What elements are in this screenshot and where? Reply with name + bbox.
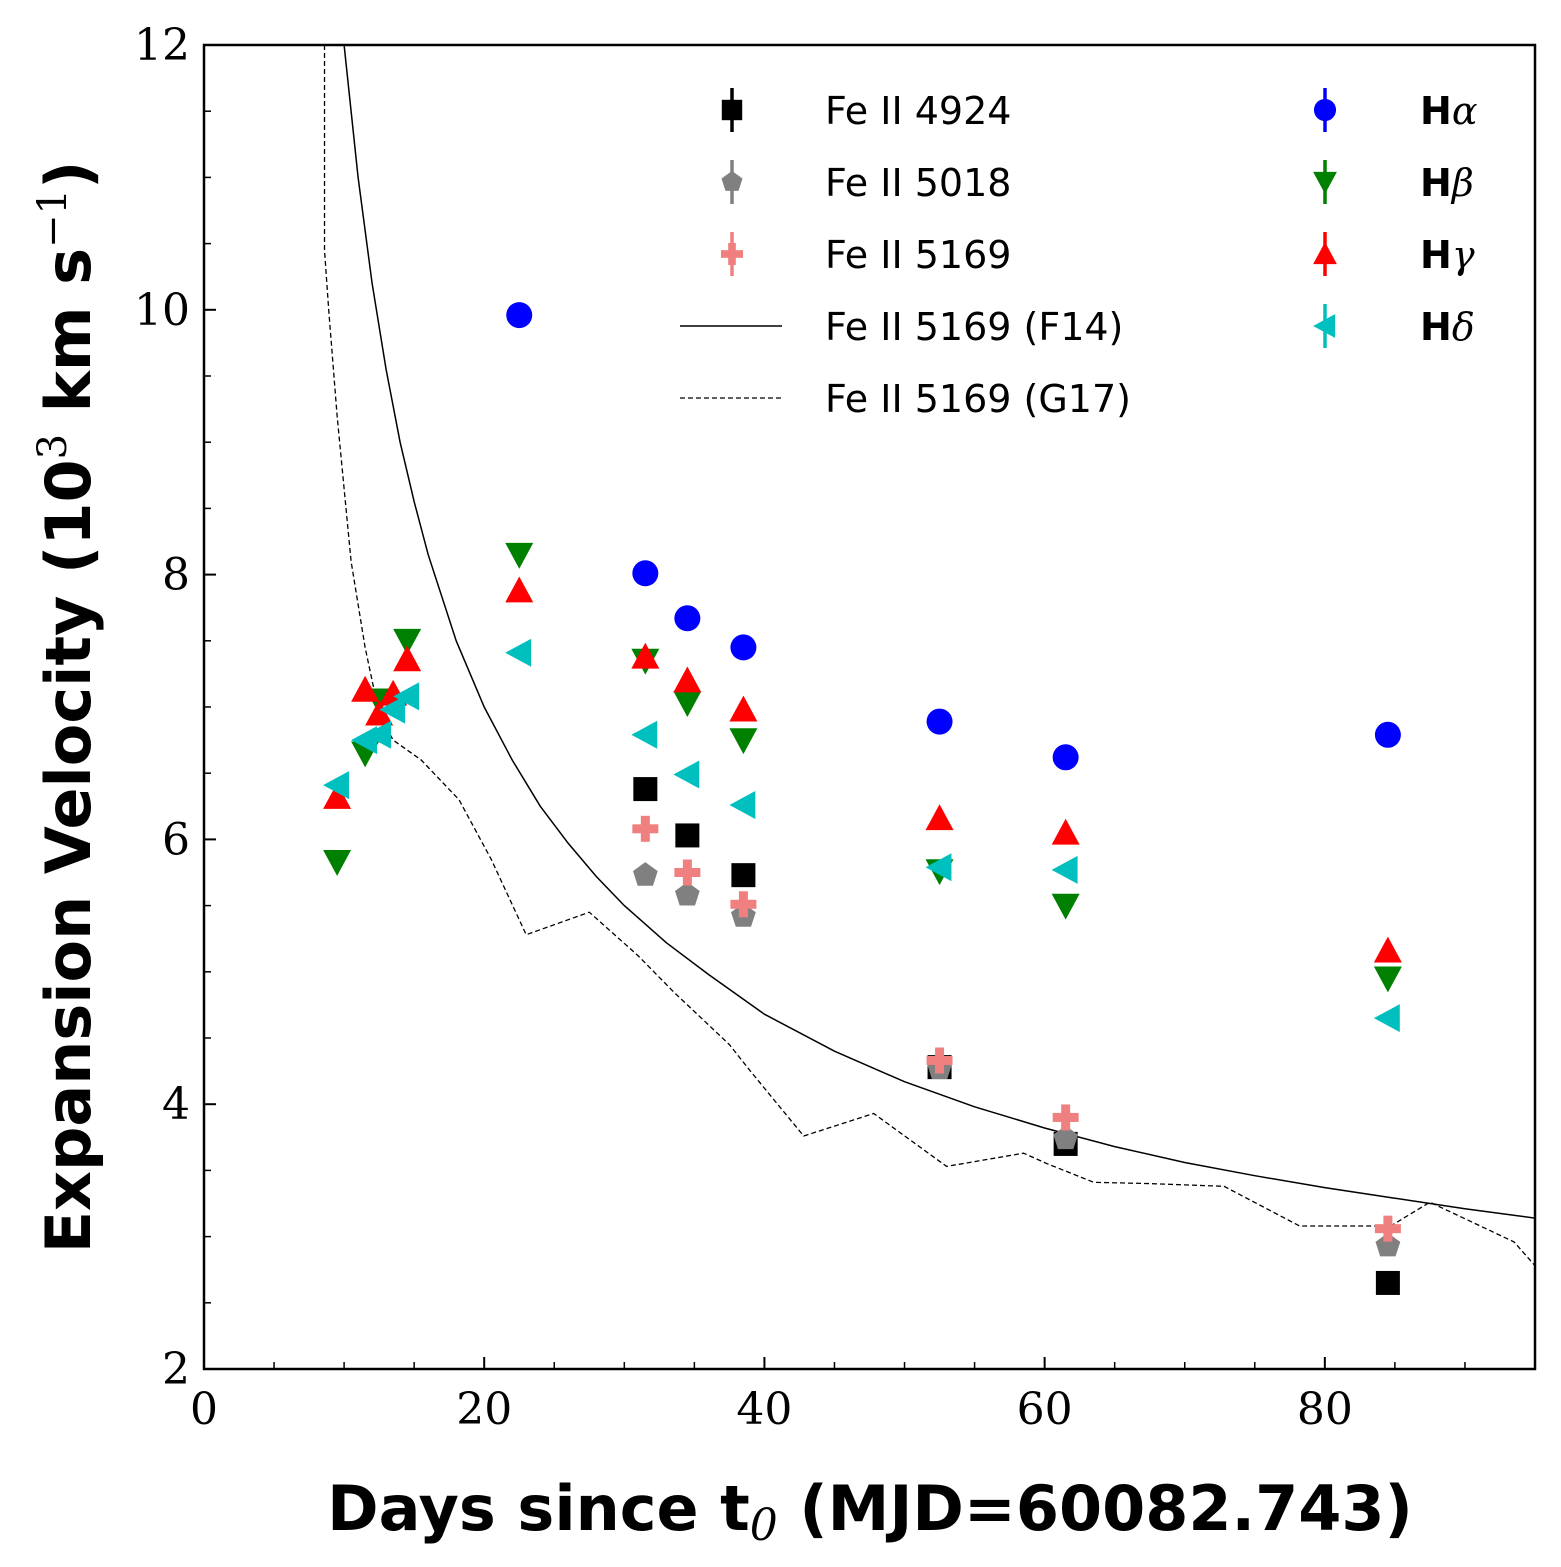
data-markers [323,302,1402,1295]
data-point-series-4 [1051,893,1080,920]
legend-label: Hβ [1420,161,1474,205]
data-point-series-6 [379,695,406,724]
data-point-series-6 [1051,855,1078,884]
data-point-series-1 [675,882,700,906]
legend-label: Hγ [1420,233,1475,277]
data-point-series-1 [633,862,658,886]
legend-marker [1313,314,1336,338]
legend: Fe II 4924 Fe II 5018 Fe II 5169 Fe II 5169… [680,88,1477,421]
data-point-series-5 [729,695,758,722]
data-point-series-5 [673,666,702,693]
data-point-series-1 [1375,1232,1401,1257]
legend-entry: Fe II 5169 [720,232,1011,277]
legend-marker [721,99,743,121]
y-tick-label: 10 [134,285,190,336]
data-point-series-3 [730,634,757,661]
data-point-series-0 [633,777,658,802]
legend-entry: Hβ [1313,160,1474,205]
y-axis-label: Expansion Velocity (103 km s−1) [30,161,105,1254]
data-point-series-6 [729,790,756,819]
legend-marker [1313,171,1337,194]
x-tick-label: 60 [1017,1384,1073,1435]
tick-labels: 0 20 40 60 80 2 4 6 8 10 12 [134,20,1353,1435]
data-point-series-5 [351,675,380,702]
x-tick-label: 40 [736,1384,792,1435]
data-point-series-5 [1051,818,1080,845]
y-tick-label: 2 [162,1344,190,1395]
data-point-series-4 [505,542,534,569]
data-point-series-5 [393,645,422,672]
x-tick-label: 20 [456,1384,512,1435]
legend-label: Fe II 5169 (G17) [825,377,1131,421]
legend-entry: Fe II 5169 (G17) [680,377,1131,421]
y-tick-label: 12 [134,20,190,71]
curve-f14 [343,45,1535,1219]
data-point-series-6 [1373,1004,1400,1033]
legend-entry: Hδ [1313,304,1475,349]
data-point-series-4 [729,728,758,755]
data-point-series-2 [730,891,757,918]
data-point-series-4 [673,691,702,718]
curve-g17 [323,45,1535,1267]
data-point-series-2 [632,815,659,842]
data-point-series-6 [925,853,952,882]
data-point-series-5 [505,576,534,603]
x-tick-label: 0 [190,1384,218,1435]
legend-marker [1313,242,1337,265]
y-tick-label: 4 [162,1079,190,1130]
data-point-series-2 [926,1047,953,1074]
legend-marker [721,170,743,191]
legend-marker [1313,98,1337,122]
y-tick-label: 8 [162,550,190,601]
data-point-series-6 [505,638,532,667]
legend-marker [720,242,744,266]
legend-entry: Hα [1313,88,1477,133]
axis-ticks [203,44,1466,1370]
data-point-series-3 [632,560,659,587]
data-point-series-3 [506,302,533,329]
legend-label: Fe II 5018 [825,161,1011,205]
data-point-series-0 [675,823,700,848]
data-point-series-5 [365,699,394,726]
data-point-series-0 [731,863,756,888]
data-point-series-2 [1374,1215,1401,1242]
data-point-series-4 [393,628,422,655]
data-point-series-6 [365,720,392,749]
data-point-series-5 [631,642,660,669]
data-point-series-6 [393,682,420,711]
data-point-series-6 [323,771,349,800]
data-point-series-4 [323,850,352,876]
legend-label: Fe II 5169 [825,233,1011,277]
data-point-series-2 [674,859,701,886]
legend-entry: Hγ [1313,232,1475,277]
legend-label: Fe II 5169 (F14) [825,305,1123,349]
data-point-series-5 [925,804,954,831]
legend-label: Hα [1420,89,1477,133]
data-point-series-3 [1374,721,1401,748]
data-point-series-4 [1373,966,1402,993]
x-axis-label: Days since t0 (MJD=60082.743) [327,1472,1413,1551]
x-tick-label: 80 [1297,1384,1353,1435]
data-point-series-6 [673,760,700,789]
data-point-series-0 [1375,1270,1400,1295]
y-tick-label: 6 [162,814,190,865]
legend-entry: Fe II 5018 [721,160,1011,205]
data-point-series-5 [323,783,352,809]
legend-label: Fe II 4924 [825,89,1011,133]
data-point-series-6 [631,720,658,749]
data-point-series-1 [1053,1125,1078,1150]
data-point-series-3 [674,605,701,632]
data-point-series-3 [926,708,953,735]
legend-entry: Fe II 5169 (F14) [680,305,1123,349]
data-point-series-5 [1373,936,1402,963]
data-point-series-3 [1052,744,1079,771]
legend-entry: Fe II 4924 [721,88,1011,133]
data-point-series-2 [1052,1104,1079,1131]
model-curves [323,45,1535,1267]
legend-label: Hδ [1420,305,1475,349]
